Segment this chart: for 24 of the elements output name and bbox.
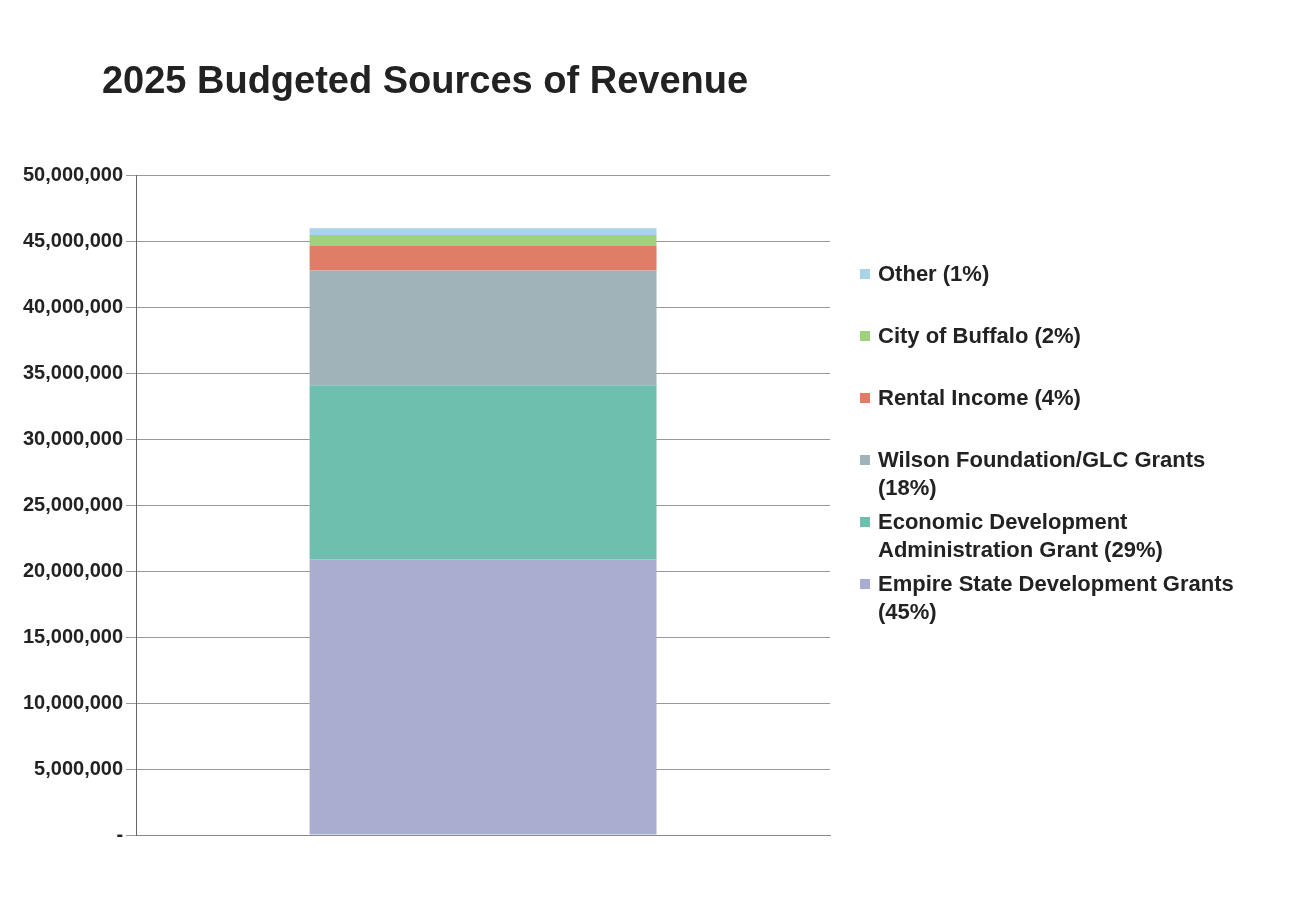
chart-title: 2025 Budgeted Sources of Revenue [101,59,749,102]
y-tick-label: 35,000,000 [22,360,124,383]
y-tick-label: 50,000,000 [22,163,124,186]
bar [309,234,657,246]
legend-label: City of Buffalo (2%) [878,322,1081,350]
legend-label: Rental Income (4%) [878,384,1081,412]
bar [309,245,657,271]
y-tick-label: 5,000,000 [34,756,124,779]
y-tick-label: 40,000,000 [22,295,124,317]
y-tick-label: - [116,822,124,845]
bar [309,270,657,386]
y-tick-label: 20,000,000 [22,558,124,581]
y-tick-label: 10,000,000 [22,690,124,713]
y-tick-label: 45,000,000 [22,229,124,252]
y-tick-label: 30,000,000 [22,426,124,449]
legend-label: Other (1%) [878,260,990,288]
y-tick-label: 15,000,000 [22,624,124,647]
bar [309,559,657,835]
legend-label: Economic Development Administration Grant (29%) [878,508,1164,564]
bar [309,228,657,235]
y-tick-label: 25,000,000 [22,492,124,515]
legend-label: Empire State Development Grants (45%) [878,570,1235,626]
legend-label: Wilson Foundation/GLC Grants (18%) [878,446,1207,502]
bar [309,385,657,560]
